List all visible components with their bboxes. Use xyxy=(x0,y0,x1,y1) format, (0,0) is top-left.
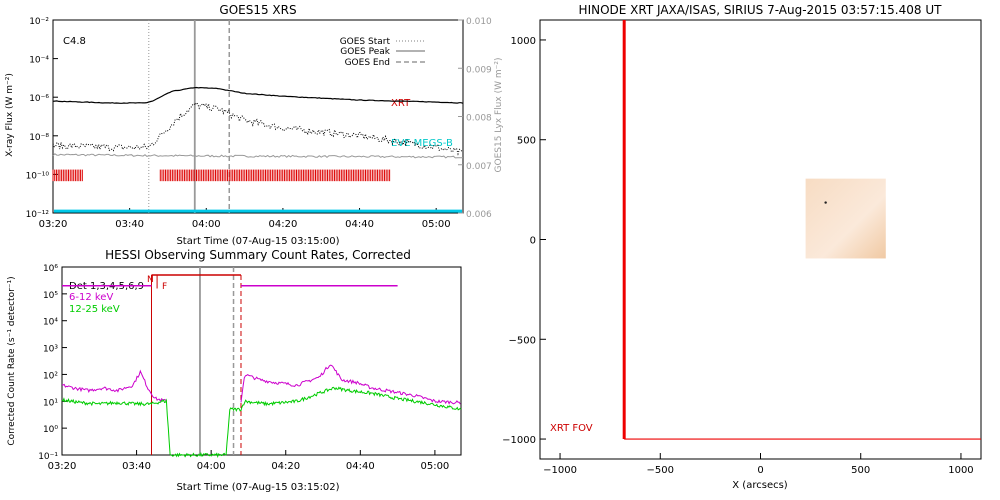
goes-y2-tick-label: 0.006 xyxy=(466,210,492,220)
goes-y2label: GOES15 Lyx Flux (W m⁻²) xyxy=(494,58,504,173)
goes-x-tick-label: 04:20 xyxy=(268,219,297,230)
goes-x-tick-label: 03:20 xyxy=(39,219,68,230)
series-lyx xyxy=(52,153,463,159)
hessi-frame xyxy=(61,266,462,456)
goes-y-tick-label: 10⁻⁸ xyxy=(29,133,49,143)
hessi-plot-area: 03:20 03:40 04:00 04:20 04:40 05:00 10⁶ 10⁵ 10⁴ 1… xyxy=(38,264,462,472)
hessi-y-tick-label: 10² xyxy=(43,371,58,381)
hessi-y-tick-label: 10³ xyxy=(43,345,58,355)
flare-marker: F xyxy=(162,282,167,292)
series-6-12kev-post xyxy=(240,364,461,405)
eve-curve-label: EVE MEGS-B xyxy=(391,138,453,149)
hessi-panel: HESSI Observing Summary Count Rates, Cor… xyxy=(7,248,411,493)
hessi-y-tick-label: 10⁵ xyxy=(43,291,58,301)
hessi-x-tick-label: 04:40 xyxy=(346,461,375,472)
goes-y-tick-label: 10⁻¹⁰ xyxy=(26,171,50,181)
hessi-y-tick-label: 10⁻¹ xyxy=(38,452,58,462)
goes-frame xyxy=(52,19,464,214)
xrt-x-tick-label: 500 xyxy=(851,465,870,476)
goes-y2-tick-label: 0.008 xyxy=(466,114,492,124)
goes-ylabel: X-ray Flux (W m⁻²) xyxy=(5,73,15,157)
goes-panel: GOES15 XRS C4.8 Start Time (07-Aug-15 03… xyxy=(5,3,504,247)
xrt-title: HINODE XRT JAXA/ISAS, SIRIUS 7-Aug-2015 … xyxy=(579,3,943,17)
xrt-image-patch xyxy=(805,178,886,259)
goes-xlabel: Start Time (07-Aug-15 03:15:00) xyxy=(176,236,339,247)
hessi-title: HESSI Observing Summary Count Rates, Cor… xyxy=(105,248,411,262)
goes-x-tick-label: 03:40 xyxy=(115,219,144,230)
xrt-y-tick-label: −1000 xyxy=(502,435,536,446)
legend-goes-start-label: GOES Start xyxy=(340,37,391,47)
xrt-panel: HINODE XRT JAXA/ISAS, SIRIUS 7-Aug-2015 … xyxy=(550,3,942,491)
goes-x-tick-label: 05:00 xyxy=(422,219,451,230)
goes-x-tick-label: 04:40 xyxy=(345,219,374,230)
hessi-x-tick-label: 04:20 xyxy=(271,461,300,472)
xrt-x-tick-label: 1000 xyxy=(948,465,973,476)
hessi-xlabel: Start Time (07-Aug-15 03:15:02) xyxy=(176,482,339,493)
series-12-25kev xyxy=(61,386,462,458)
goes-y-tick-label: 10⁻² xyxy=(29,17,49,27)
hessi-ylabel: Corrected Count Rate (s⁻¹ detector⁻¹) xyxy=(7,276,17,445)
legend-goes-end-label: GOES End xyxy=(345,58,390,68)
hessi-x-tick-label: 04:00 xyxy=(197,461,226,472)
xrt-y-tick-label: 1000 xyxy=(511,36,536,47)
xrt-plot-area: −1000 −500 0 500 1000 1000 500 0 −500 −1000 xyxy=(502,19,982,476)
xrt-y-tick-label: 0 xyxy=(530,236,536,247)
xrt-x-tick-label: −500 xyxy=(647,465,674,476)
xrt-y-tick-label: 500 xyxy=(517,136,536,147)
night-marker: N xyxy=(147,275,154,285)
hessi-x-tick-label: 03:20 xyxy=(48,461,77,472)
xrt-frame xyxy=(539,19,982,460)
hessi-y-tick-label: 10¹ xyxy=(43,398,58,408)
xrt-curve-label: XRT xyxy=(391,98,411,109)
xrt-obs-windows xyxy=(52,169,391,182)
goes-plot-area: 03:20 03:40 04:00 04:20 04:40 05:00 10⁻² 10⁻⁴ 10… xyxy=(26,17,492,230)
hessi-x-tick-label: 03:40 xyxy=(122,461,151,472)
xrt-bright-point xyxy=(824,201,827,204)
goes-y-tick-label: 10⁻⁶ xyxy=(29,94,49,104)
legend-6-12kev: 6-12 keV xyxy=(69,292,113,303)
flare-class-label: C4.8 xyxy=(63,36,86,47)
xrt-x-tick-label: −1000 xyxy=(543,465,577,476)
legend-12-25kev: 12-25 keV xyxy=(69,304,120,315)
hessi-y-tick-label: 10⁰ xyxy=(43,425,58,435)
goes-title: GOES15 XRS xyxy=(219,3,296,17)
hessi-y-tick-label: 10⁶ xyxy=(43,264,58,274)
series-6-12kev-pre xyxy=(62,369,167,403)
hessi-y-tick-label: 10⁴ xyxy=(43,318,58,328)
goes-y2-tick-label: 0.010 xyxy=(466,17,492,27)
goes-legend: GOES Start GOES Peak GOES End xyxy=(340,37,425,68)
series-long-channel xyxy=(52,86,464,104)
xrt-x-tick-label: 0 xyxy=(757,465,763,476)
xrt-xlabel: X (arcsecs) xyxy=(732,480,788,491)
goes-y-tick-label: 10⁻⁴ xyxy=(29,56,49,66)
goes-y2-tick-label: 0.007 xyxy=(466,162,492,172)
series-short-channel xyxy=(52,101,463,156)
goes-y-tick-label: 10⁻¹² xyxy=(26,210,50,220)
legend-goes-peak-label: GOES Peak xyxy=(340,47,390,57)
xrt-y-tick-label: −500 xyxy=(509,335,536,346)
goes-y2-tick-label: 0.009 xyxy=(466,65,492,75)
goes-x-tick-label: 04:00 xyxy=(192,219,221,230)
hessi-x-tick-label: 05:00 xyxy=(420,461,449,472)
xrt-fov-label: XRT FOV xyxy=(550,423,593,434)
